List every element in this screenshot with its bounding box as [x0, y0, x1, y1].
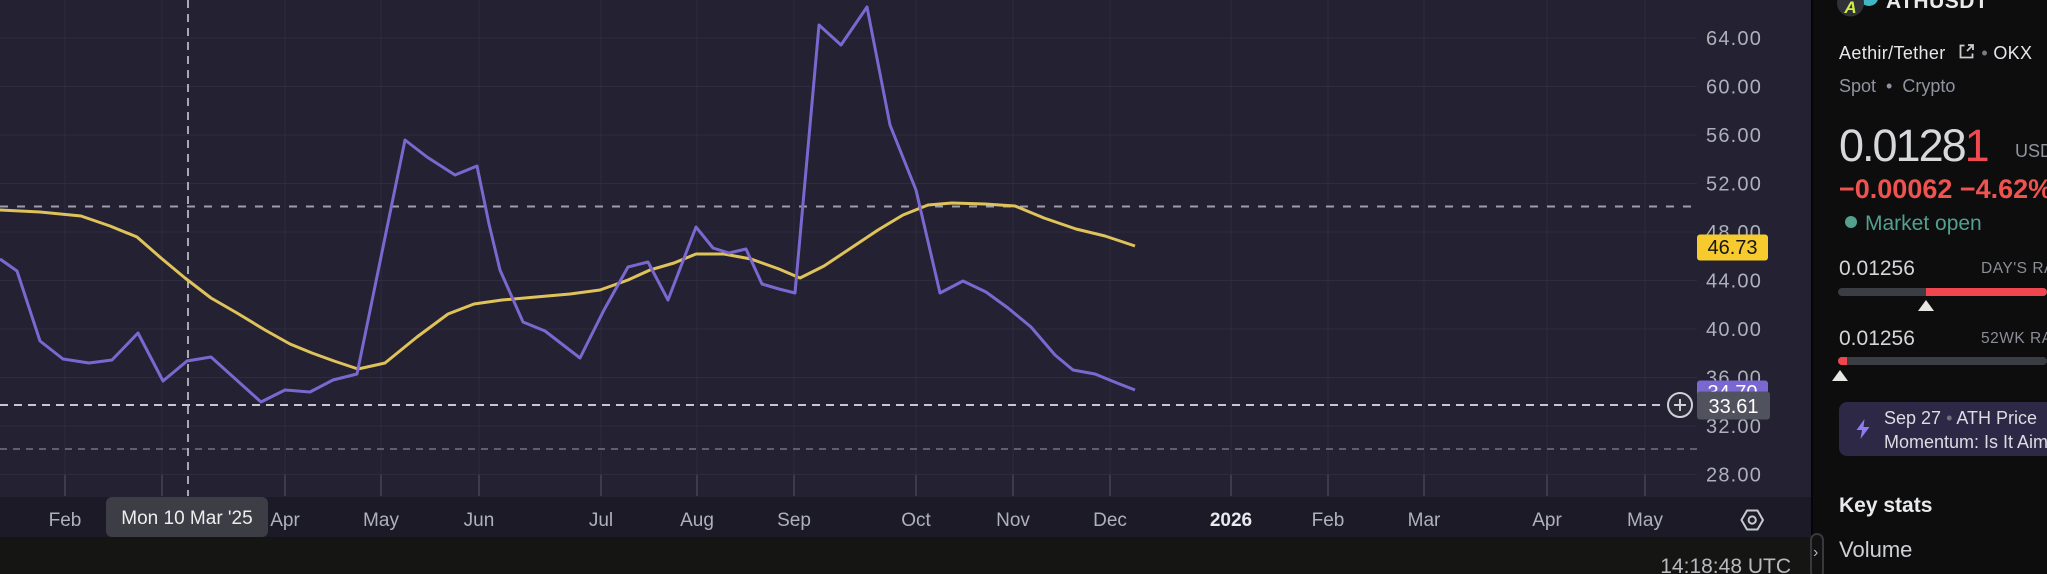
svg-text:46.73: 46.73	[1707, 237, 1757, 259]
svg-text:60.00: 60.00	[1706, 77, 1762, 99]
svg-text:56.00: 56.00	[1706, 125, 1762, 147]
svg-text:Sep: Sep	[777, 510, 811, 531]
svg-text:Apr: Apr	[270, 510, 300, 531]
svg-text:Mon 10 Mar '25: Mon 10 Mar '25	[121, 508, 252, 529]
svg-text:Feb: Feb	[49, 510, 82, 531]
svg-text:May: May	[363, 510, 399, 531]
svg-text:Apr: Apr	[1532, 510, 1562, 531]
svg-text:14:18:48 UTC: 14:18:48 UTC	[1660, 555, 1791, 574]
svg-text:2026: 2026	[1210, 510, 1252, 531]
svg-text:Oct: Oct	[901, 510, 931, 531]
svg-text:May: May	[1627, 510, 1663, 531]
svg-text:52.00: 52.00	[1706, 174, 1762, 196]
svg-text:Mar: Mar	[1408, 510, 1441, 531]
svg-text:Aug: Aug	[680, 510, 714, 531]
svg-text:44.00: 44.00	[1706, 271, 1762, 293]
svg-text:A: A	[1843, 0, 1856, 17]
svg-text:Dec: Dec	[1093, 510, 1127, 531]
svg-text:28.00: 28.00	[1706, 465, 1762, 487]
svg-text:Jun: Jun	[464, 510, 495, 531]
svg-text:Nov: Nov	[996, 510, 1030, 531]
svg-text:64.00: 64.00	[1706, 28, 1762, 50]
svg-text:Jul: Jul	[589, 510, 613, 531]
svg-text:32.00: 32.00	[1706, 416, 1762, 438]
svg-text:33.61: 33.61	[1708, 396, 1758, 418]
svg-text:40.00: 40.00	[1706, 319, 1762, 341]
svg-text:Feb: Feb	[1312, 510, 1345, 531]
